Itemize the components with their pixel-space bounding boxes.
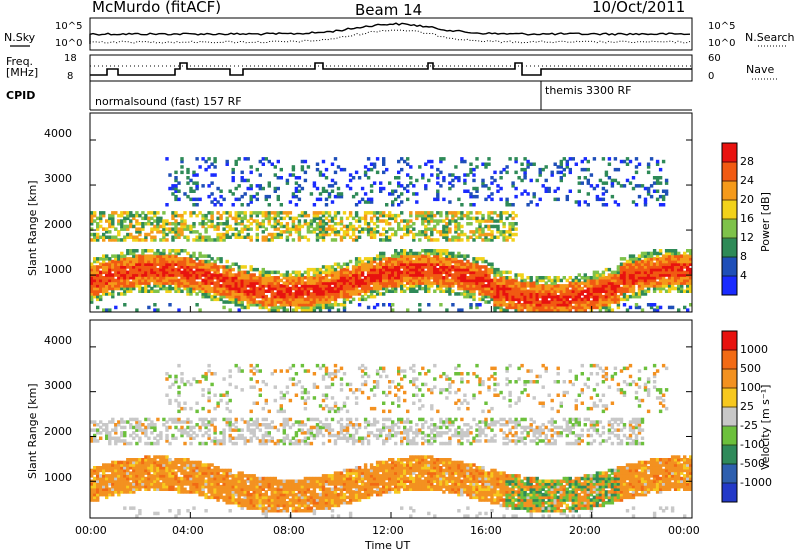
velocity-ytick-1000: 1000 bbox=[44, 471, 72, 484]
nsky-line bbox=[89, 22, 691, 44]
xtick-1600: 16:00 bbox=[470, 524, 502, 537]
freq-panel-frame bbox=[89, 54, 693, 82]
nave-tick-high: 60 bbox=[708, 53, 721, 64]
velocity-colorbar-swatch-5 bbox=[722, 388, 737, 408]
power-colorbar-tick-label: 24 bbox=[740, 174, 754, 187]
power-colorbar-tick-label: 12 bbox=[740, 231, 754, 244]
xtick-2000: 20:00 bbox=[569, 524, 601, 537]
velocity-colorbar-tick-label: -500 bbox=[740, 457, 765, 470]
nsearch-line bbox=[89, 29, 691, 44]
velocity-colorbar-swatch-1 bbox=[722, 464, 737, 484]
power-colorbar-tick-label: 4 bbox=[740, 269, 747, 282]
velocity-colorbar-tick-label: 100 bbox=[740, 381, 761, 394]
nsearch-tick-high: 10^5 bbox=[708, 21, 736, 32]
velocity-colorbar-tick-label: -100 bbox=[740, 438, 765, 451]
cpid-label: CPID bbox=[6, 89, 36, 102]
xtick-0800: 08:00 bbox=[273, 524, 305, 537]
velocity-ytick-4000: 4000 bbox=[44, 334, 72, 347]
velocity-colorbar-swatch-4 bbox=[722, 407, 737, 427]
power-colorbar-swatch-0 bbox=[722, 276, 737, 296]
power-colorbar-tick-label: 16 bbox=[740, 212, 754, 225]
power-ytick-2000: 2000 bbox=[44, 218, 72, 231]
xtick-0000: 00:00 bbox=[75, 524, 107, 537]
velocity-colorbar-tick-label: -25 bbox=[740, 419, 758, 432]
velocity-ytick-2000: 2000 bbox=[44, 425, 72, 438]
power-ytick-3000: 3000 bbox=[44, 172, 72, 185]
velocity-colorbar-swatch-3 bbox=[722, 426, 737, 446]
power-colorbar-swatch-3 bbox=[722, 219, 737, 239]
power-colorbar-tick-label: 28 bbox=[740, 155, 754, 168]
freq-tick-low: 8 bbox=[67, 71, 74, 82]
station-title: McMurdo (fitACF) bbox=[92, 0, 222, 16]
velocity-cells bbox=[90, 363, 693, 518]
power-ytick-4000: 4000 bbox=[44, 127, 72, 140]
freq-line bbox=[90, 62, 692, 76]
xtick-1200: 12:00 bbox=[372, 524, 404, 537]
nsearch-tick-low: 10^0 bbox=[708, 38, 736, 49]
freq-tick-high: 18 bbox=[64, 53, 77, 64]
power-colorbar-tick-label: 20 bbox=[740, 193, 754, 206]
nave-tick-low: 0 bbox=[708, 71, 715, 82]
velocity-colorbar-tick-label: -1000 bbox=[740, 476, 772, 489]
power-colorbar-swatch-5 bbox=[722, 181, 737, 201]
nave-label: Nave bbox=[746, 63, 775, 76]
velocity-colorbar-swatch-8 bbox=[722, 331, 737, 351]
xaxis-label: Time UT bbox=[365, 539, 411, 552]
power-colorbar-swatch-7 bbox=[722, 143, 737, 163]
cpid-segment-1: normalsound (fast) 157 RF bbox=[95, 95, 242, 108]
nsky-tick-low: 10^0 bbox=[55, 38, 83, 49]
power-colorbar-swatch-4 bbox=[722, 200, 737, 220]
xtick-0400: 04:00 bbox=[172, 524, 204, 537]
xtick-2400: 00:00 bbox=[668, 524, 700, 537]
velocity-colorbar-frame bbox=[721, 330, 738, 503]
velocity-colorbar-swatch-2 bbox=[722, 445, 737, 465]
nsky-label: N.Sky bbox=[4, 31, 36, 44]
freq-label: Freq. bbox=[6, 55, 34, 68]
velocity-colorbar-tick-label: 1000 bbox=[740, 343, 768, 356]
velocity-ytick-3000: 3000 bbox=[44, 379, 72, 392]
velocity-colorbar-swatch-7 bbox=[722, 350, 737, 370]
cpid-segment-2: themis 3300 RF bbox=[545, 84, 632, 97]
freq-unit: [MHz] bbox=[6, 66, 39, 79]
velocity-colorbar-tick-label: 25 bbox=[740, 400, 754, 413]
nsky-tick-high: 10^5 bbox=[55, 21, 83, 32]
power-colorbar-swatch-6 bbox=[722, 162, 737, 182]
velocity-colorbar-swatch-6 bbox=[722, 369, 737, 389]
power-colorbar-tick-label: 8 bbox=[740, 250, 747, 263]
power-colorbar-label: Power [dB] bbox=[759, 192, 772, 252]
velocity-colorbar-swatch-0 bbox=[722, 483, 737, 503]
velocity-ylabel: Slant Range [km] bbox=[26, 383, 39, 479]
power-colorbar-swatch-2 bbox=[722, 238, 737, 258]
velocity-colorbar-tick-label: 500 bbox=[740, 362, 761, 375]
beam-title: Beam 14 bbox=[355, 1, 423, 19]
power-ylabel: Slant Range [km] bbox=[26, 180, 39, 276]
nsearch-label: N.Search bbox=[745, 31, 795, 44]
date-title: 10/Oct/2011 bbox=[592, 0, 686, 16]
power-colorbar-swatch-1 bbox=[722, 257, 737, 277]
power-ytick-1000: 1000 bbox=[44, 263, 72, 276]
